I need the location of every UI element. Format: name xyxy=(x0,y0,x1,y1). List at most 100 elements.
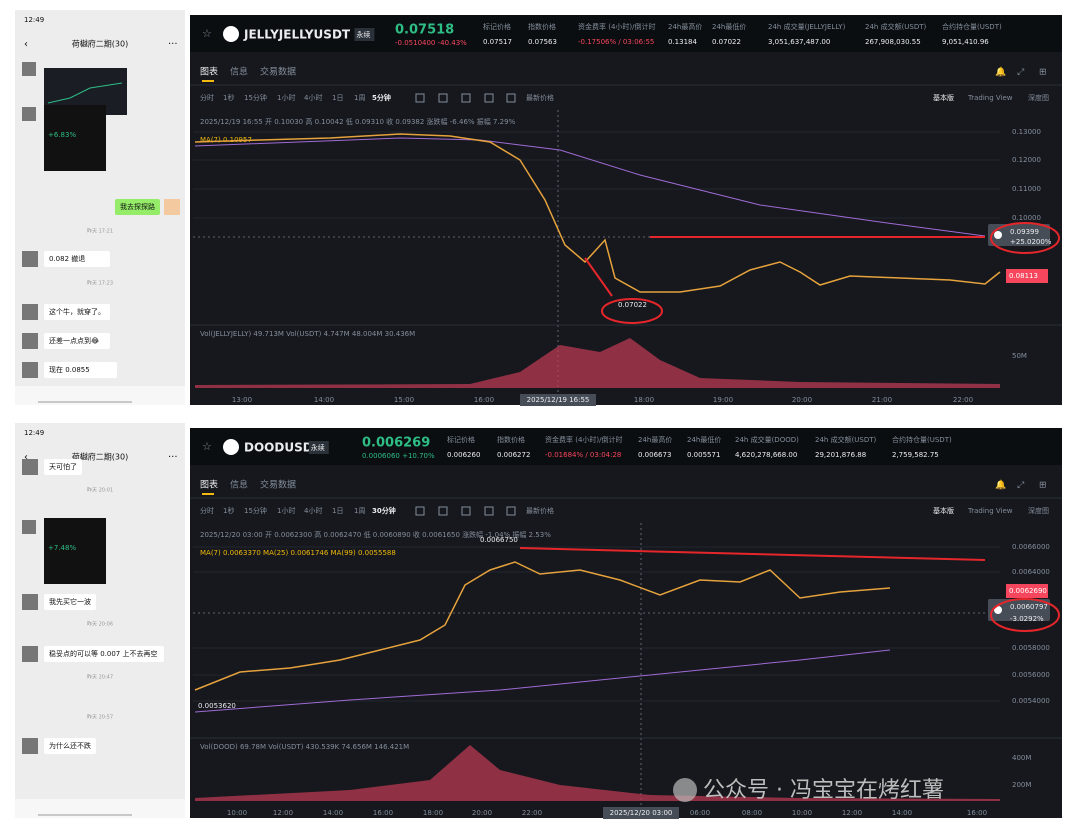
view-option[interactable]: 深度图 xyxy=(1028,93,1049,102)
interval[interactable]: 1秒 xyxy=(223,506,234,515)
crosshair-time-tag xyxy=(603,807,679,819)
interval[interactable]: 分时 xyxy=(200,506,214,515)
stat-label: 24h 成交量(DOOD) xyxy=(735,435,799,444)
interval[interactable]: 1周 xyxy=(354,507,365,515)
tool-icon[interactable] xyxy=(484,506,494,516)
interval[interactable]: 15分钟 xyxy=(244,506,267,515)
message-bubble xyxy=(44,738,96,754)
back-icon: ‹ xyxy=(24,39,28,50)
tool-icon[interactable] xyxy=(506,506,516,516)
mark-price-tag xyxy=(988,599,1050,621)
time-axis-label: 14:00 xyxy=(892,809,912,817)
tool-icon[interactable] xyxy=(461,93,471,103)
interval[interactable]: 1日 xyxy=(332,507,343,515)
message-text: 我先买它一波 xyxy=(49,597,91,606)
avatar xyxy=(22,251,38,267)
message-text: 这个牛，就穿了。 xyxy=(49,307,105,316)
time-axis-label: 16:00 xyxy=(967,809,987,817)
stat-label: 合约持仓量(USDT) xyxy=(942,22,1002,31)
contract-badge xyxy=(354,28,375,41)
mark-icon xyxy=(994,606,1002,614)
tab[interactable]: 图表 xyxy=(200,479,218,491)
message-bubble xyxy=(44,459,82,475)
time-axis-label: 12:00 xyxy=(273,809,293,817)
message-bubble xyxy=(44,362,117,378)
interval[interactable]: 4小时 xyxy=(304,506,322,515)
price-type[interactable]: 最新价格 xyxy=(526,93,554,102)
price-change: 0.0006060 +10.70% xyxy=(362,452,435,460)
header-bar xyxy=(190,428,1062,465)
stat-label: 指数价格 xyxy=(497,435,525,444)
time-axis-label: 13:00 xyxy=(232,396,252,404)
avatar xyxy=(22,520,36,534)
toolbar-icon[interactable]: ⤢ xyxy=(1016,68,1024,78)
toolbar-icon[interactable]: ⊞ xyxy=(1039,68,1047,78)
interval[interactable]: 5分钟 xyxy=(372,93,391,102)
view-option[interactable]: 基本版 xyxy=(933,93,954,102)
stat-label: 24h 成交额(USDT) xyxy=(815,435,877,444)
tool-icon[interactable] xyxy=(438,93,448,103)
tool-icon[interactable] xyxy=(461,506,471,516)
tool-icon[interactable] xyxy=(506,93,516,103)
tool-icon[interactable] xyxy=(484,93,494,103)
toolbar-icon[interactable]: 🔔 xyxy=(995,480,1006,491)
price-axis-label: 0.0056000 xyxy=(1012,671,1050,679)
tool-icon[interactable] xyxy=(415,506,425,516)
stat-value: 0.07517 xyxy=(483,38,512,46)
stat-label: 24h最低价 xyxy=(687,435,721,444)
interval[interactable]: 30分钟 xyxy=(372,506,396,515)
price-type[interactable]: 最新价格 xyxy=(526,506,554,515)
price-axis-label: 0.13000 xyxy=(1012,128,1041,136)
tab[interactable]: 交易数据 xyxy=(260,66,296,78)
annotation-circle xyxy=(990,598,1060,632)
ma-info: MA(7) 0.0063370 MA(25) 0.0061746 MA(99) … xyxy=(200,549,396,557)
input-bar xyxy=(15,799,185,818)
stat-label: 标记价格 xyxy=(447,435,475,444)
interval[interactable]: 1小时 xyxy=(277,506,295,515)
ma-line xyxy=(194,649,891,713)
tab[interactable]: 交易数据 xyxy=(260,479,296,491)
volume-axis-label: 200M xyxy=(1012,781,1031,789)
tool-icon[interactable] xyxy=(415,93,425,103)
toolbar-icon[interactable]: ⊞ xyxy=(1039,481,1047,491)
time-axis-label: 15:00 xyxy=(394,396,414,404)
timestamp: 昨天 20:57 xyxy=(87,714,113,721)
interval[interactable]: 4小时 xyxy=(304,93,322,102)
view-option[interactable]: Trading View xyxy=(967,94,1013,102)
avatar xyxy=(164,199,180,215)
stat-value: 9,051,410.96 xyxy=(942,38,989,46)
message-bubble xyxy=(115,199,160,215)
input-bar xyxy=(15,386,185,405)
symbol: JELLYJELLYUSDT xyxy=(243,28,351,42)
view-option[interactable]: 深度图 xyxy=(1028,506,1049,515)
toolbar-icon[interactable]: ⤢ xyxy=(1016,481,1024,491)
chat-title: 荷樾府二期(30) xyxy=(72,452,128,462)
time-axis-label: 16:00 xyxy=(373,809,393,817)
interval[interactable]: 分时 xyxy=(200,93,214,102)
stat-value: 267,908,030.55 xyxy=(865,38,921,46)
avatar xyxy=(22,107,36,121)
mark-change: +25.0200% xyxy=(1010,238,1052,246)
interval[interactable]: 1秒 xyxy=(223,93,234,102)
stat-label: 24h 成交量(JELLYJELLY) xyxy=(768,22,846,31)
view-option[interactable]: Trading View xyxy=(967,507,1013,515)
contract-badge xyxy=(308,441,329,454)
time-axis-label: 18:00 xyxy=(634,396,654,404)
last-price-tag xyxy=(1006,584,1048,598)
tab[interactable]: 图表 xyxy=(200,66,218,78)
toolbar-icon[interactable]: 🔔 xyxy=(995,67,1006,78)
ohlc-info: 2025/12/19 16:55 开 0.10030 高 0.10042 低 0… xyxy=(200,117,516,126)
tool-icon[interactable] xyxy=(438,506,448,516)
stat-value: 29,201,876.88 xyxy=(815,451,866,459)
interval[interactable]: 1日 xyxy=(332,94,343,102)
tab[interactable]: 信息 xyxy=(230,479,248,491)
view-option[interactable]: 基本版 xyxy=(933,506,954,515)
mark-change: -3.0292% xyxy=(1010,615,1044,623)
interval[interactable]: 1周 xyxy=(354,94,365,102)
interval[interactable]: 15分钟 xyxy=(244,93,267,102)
tab[interactable]: 信息 xyxy=(230,66,248,78)
interval[interactable]: 1小时 xyxy=(277,93,295,102)
avatar xyxy=(22,62,36,76)
time-axis-label: 19:00 xyxy=(713,396,733,404)
timestamp: 昨天 17:23 xyxy=(87,280,113,287)
